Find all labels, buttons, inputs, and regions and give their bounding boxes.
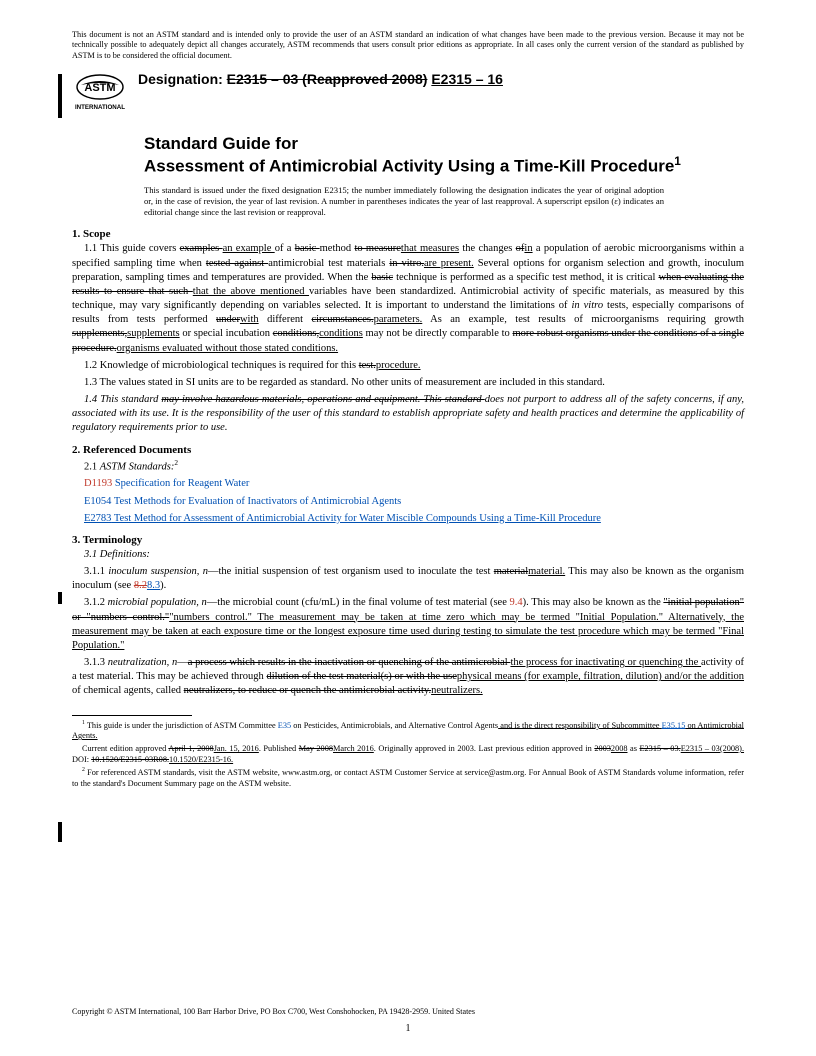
- ref-d1193: D1193 Specification for Reagent Water: [72, 477, 744, 491]
- change-bar-fn: [58, 822, 62, 842]
- para-1-1: 1.1 This guide covers examples an exampl…: [72, 242, 744, 355]
- footnote-2: 2 For referenced ASTM standards, visit t…: [72, 767, 744, 789]
- para-3-1: 3.1 Definitions:: [72, 548, 744, 562]
- title-line1: Standard Guide for: [144, 133, 684, 154]
- change-bar-e2783: [58, 592, 62, 604]
- link-e3515[interactable]: E35.15: [662, 720, 686, 729]
- refdocs-head: 2. Referenced Documents: [72, 444, 744, 456]
- copyright: Copyright © ASTM International, 100 Barr…: [72, 1007, 475, 1016]
- terminology-head: 3. Terminology: [72, 534, 744, 546]
- ref-e2783-id[interactable]: E2783: [84, 513, 111, 524]
- change-bar: [58, 74, 62, 118]
- issue-note: This standard is issued under the fixed …: [144, 185, 664, 219]
- header-row: ASTM INTERNATIONAL Designation: E2315 – …: [72, 69, 744, 113]
- para-2-1: 2.1 ASTM Standards:2: [72, 458, 744, 475]
- designation-old: E2315 – 03 (Reapproved 2008): [227, 71, 428, 87]
- para-1-2: 1.2 Knowledge of microbiological techniq…: [72, 359, 744, 373]
- para-3-1-3: 3.1.3 neutralization, n—a process which …: [72, 656, 744, 699]
- page-number: 1: [0, 1023, 816, 1034]
- footnote-rule: [72, 715, 192, 716]
- ref-e1054-title[interactable]: Test Methods for Evaluation of Inactivat…: [111, 496, 401, 507]
- top-disclaimer: This document is not an ASTM standard an…: [72, 30, 744, 61]
- para-1-4: 1.4 This standard may involve hazardous …: [72, 393, 744, 436]
- ref-d1193-id[interactable]: D1193: [84, 478, 112, 489]
- para-3-1-2: 3.1.2 microbial population, n—the microb…: [72, 596, 744, 653]
- svg-text:INTERNATIONAL: INTERNATIONAL: [75, 104, 125, 111]
- designation-new: E2315 – 16: [431, 71, 503, 87]
- para-1-3: 1.3 The values stated in SI units are to…: [72, 376, 744, 390]
- ref-e1054: E1054 Test Methods for Evaluation of Ina…: [72, 495, 744, 509]
- designation: Designation: E2315 – 03 (Reapproved 2008…: [138, 71, 503, 87]
- para-3-1-1: 3.1.1 inoculum suspension, n—the initial…: [72, 565, 744, 593]
- astm-logo: ASTM INTERNATIONAL: [72, 69, 128, 113]
- link-e35[interactable]: E35: [278, 720, 291, 729]
- footnote-current-edition: Current edition approved April 1, 2008Ja…: [72, 744, 744, 766]
- ref-e2783: E2783 Test Method for Assessment of Anti…: [72, 512, 744, 526]
- footnote-1: 1 This guide is under the jurisdiction o…: [72, 720, 744, 742]
- ref-d1193-title[interactable]: Specification for Reagent Water: [112, 478, 249, 489]
- title-line2: Assessment of Antimicrobial Activity Usi…: [144, 154, 684, 177]
- ref-e2783-title[interactable]: Test Method for Assessment of Antimicrob…: [111, 513, 600, 524]
- title-block: Standard Guide for Assessment of Antimic…: [144, 133, 684, 177]
- designation-label: Designation:: [138, 71, 227, 87]
- ref-e1054-id[interactable]: E1054: [84, 496, 111, 507]
- svg-text:ASTM: ASTM: [84, 82, 115, 94]
- page: This document is not an ASTM standard an…: [0, 0, 816, 822]
- scope-head: 1. Scope: [72, 228, 744, 240]
